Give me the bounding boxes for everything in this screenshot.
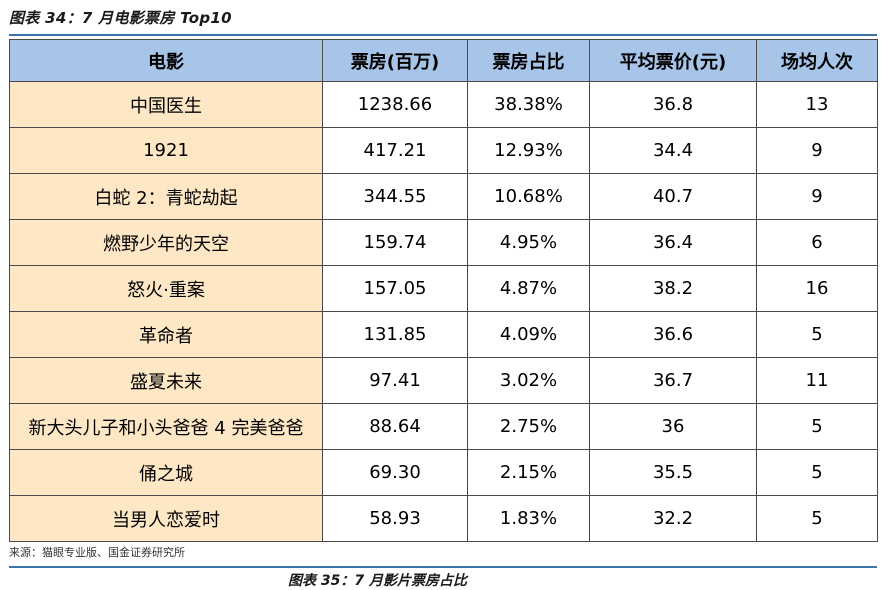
movie-title-cell: 燃野少年的天空 bbox=[9, 219, 323, 266]
table-row: 怒火·重案 157.05 4.87% 38.2 16 bbox=[9, 265, 878, 312]
table-cell: 36 bbox=[589, 403, 757, 450]
column-header: 票房(百万) bbox=[322, 39, 468, 82]
table-cell: 2.15% bbox=[467, 449, 590, 496]
movie-title-cell: 新大头儿子和小头爸爸 4 完美爸爸 bbox=[9, 403, 323, 450]
table-cell: 11 bbox=[756, 357, 878, 404]
table-cell: 13 bbox=[756, 81, 878, 128]
movie-title-cell: 怒火·重案 bbox=[9, 265, 323, 312]
movie-title-cell: 1921 bbox=[9, 127, 323, 174]
table-row: 俑之城 69.30 2.15% 35.5 5 bbox=[9, 449, 878, 496]
table-cell: 97.41 bbox=[322, 357, 468, 404]
table-cell: 1238.66 bbox=[322, 81, 468, 128]
table-row: 新大头儿子和小头爸爸 4 完美爸爸 88.64 2.75% 36 5 bbox=[9, 403, 878, 450]
box-office-table: 电影 票房(百万) 票房占比 平均票价(元) 场均人次 中国医生 1238.66 38.38… bbox=[9, 39, 878, 542]
table-row: 当男人恋爱时 58.93 1.83% 32.2 5 bbox=[9, 495, 878, 542]
column-header: 场均人次 bbox=[756, 39, 878, 82]
table-cell: 38.38% bbox=[467, 81, 590, 128]
next-figure-caption: 图表 35：7 月影片票房占比 bbox=[288, 573, 467, 589]
table-cell: 9 bbox=[756, 127, 878, 174]
table-cell: 2.75% bbox=[467, 403, 590, 450]
table-cell: 5 bbox=[756, 311, 878, 358]
bottom-divider bbox=[9, 566, 877, 568]
movie-title-cell: 俑之城 bbox=[9, 449, 323, 496]
movie-title-cell: 当男人恋爱时 bbox=[9, 495, 323, 542]
table-cell: 12.93% bbox=[467, 127, 590, 174]
table-cell: 4.87% bbox=[467, 265, 590, 312]
table-cell: 35.5 bbox=[589, 449, 757, 496]
table-cell: 32.2 bbox=[589, 495, 757, 542]
table-body: 中国医生 1238.66 38.38% 36.8 13 1921 417.21 12.93% 3… bbox=[9, 81, 878, 542]
table-cell: 5 bbox=[756, 403, 878, 450]
table-cell: 131.85 bbox=[322, 311, 468, 358]
table-cell: 88.64 bbox=[322, 403, 468, 450]
source-note: 来源：猫眼专业版、国金证券研究所 bbox=[9, 546, 185, 559]
table-row: 盛夏未来 97.41 3.02% 36.7 11 bbox=[9, 357, 878, 404]
column-header: 电影 bbox=[9, 39, 323, 82]
table-row: 1921 417.21 12.93% 34.4 9 bbox=[9, 127, 878, 174]
table-cell: 157.05 bbox=[322, 265, 468, 312]
table-cell: 16 bbox=[756, 265, 878, 312]
column-header: 票房占比 bbox=[467, 39, 590, 82]
caption-divider bbox=[9, 34, 877, 36]
table-cell: 3.02% bbox=[467, 357, 590, 404]
table-cell: 36.8 bbox=[589, 81, 757, 128]
figure-caption: 图表 34：7 月电影票房 Top10 bbox=[9, 9, 232, 27]
table-cell: 344.55 bbox=[322, 173, 468, 220]
table-cell: 9 bbox=[756, 173, 878, 220]
table-cell: 417.21 bbox=[322, 127, 468, 174]
table-cell: 159.74 bbox=[322, 219, 468, 266]
table-cell: 10.68% bbox=[467, 173, 590, 220]
table-cell: 69.30 bbox=[322, 449, 468, 496]
table-cell: 38.2 bbox=[589, 265, 757, 312]
movie-title-cell: 盛夏未来 bbox=[9, 357, 323, 404]
table-cell: 34.4 bbox=[589, 127, 757, 174]
column-header: 平均票价(元) bbox=[589, 39, 757, 82]
movie-title-cell: 革命者 bbox=[9, 311, 323, 358]
table-cell: 4.09% bbox=[467, 311, 590, 358]
table-cell: 6 bbox=[756, 219, 878, 266]
table-header-row: 电影 票房(百万) 票房占比 平均票价(元) 场均人次 bbox=[9, 39, 878, 82]
table-cell: 4.95% bbox=[467, 219, 590, 266]
table-cell: 1.83% bbox=[467, 495, 590, 542]
table-cell: 40.7 bbox=[589, 173, 757, 220]
table-row: 白蛇 2：青蛇劫起 344.55 10.68% 40.7 9 bbox=[9, 173, 878, 220]
table-row: 中国医生 1238.66 38.38% 36.8 13 bbox=[9, 81, 878, 128]
table-row: 革命者 131.85 4.09% 36.6 5 bbox=[9, 311, 878, 358]
table-cell: 58.93 bbox=[322, 495, 468, 542]
table-cell: 36.6 bbox=[589, 311, 757, 358]
table-cell: 36.4 bbox=[589, 219, 757, 266]
table-cell: 5 bbox=[756, 449, 878, 496]
movie-title-cell: 白蛇 2：青蛇劫起 bbox=[9, 173, 323, 220]
table-row: 燃野少年的天空 159.74 4.95% 36.4 6 bbox=[9, 219, 878, 266]
table-cell: 5 bbox=[756, 495, 878, 542]
table-cell: 36.7 bbox=[589, 357, 757, 404]
movie-title-cell: 中国医生 bbox=[9, 81, 323, 128]
